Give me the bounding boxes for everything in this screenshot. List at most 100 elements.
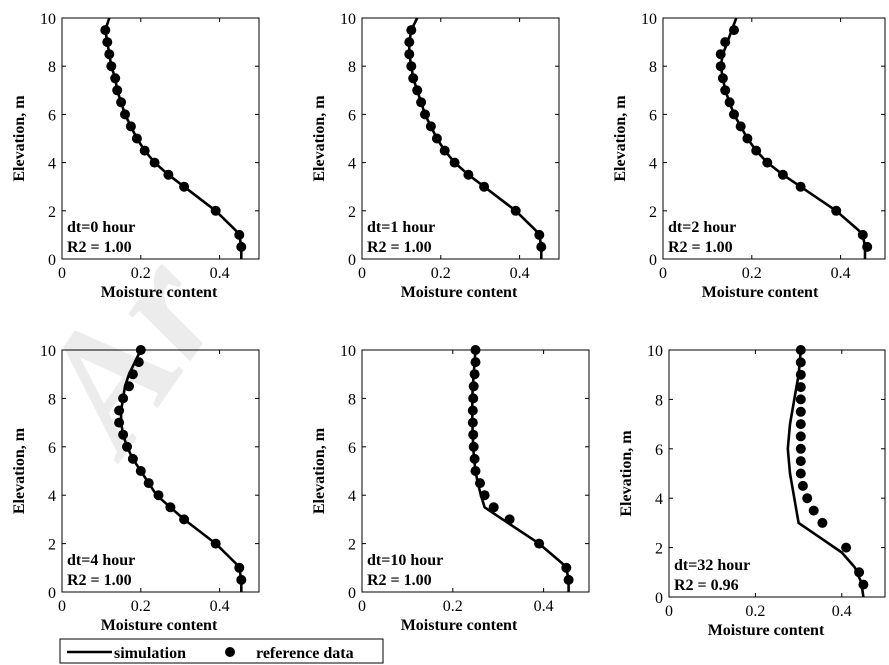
reference-data-point	[463, 169, 474, 180]
y-tick-label: 8	[48, 391, 56, 408]
reference-data-point	[165, 502, 176, 513]
reference-data-point	[100, 25, 111, 36]
reference-data-point	[802, 493, 813, 504]
reference-data-point	[561, 562, 572, 573]
reference-data-point	[114, 405, 125, 416]
time-annotation: dt=0 hour	[67, 219, 135, 236]
reference-data-point	[118, 393, 129, 404]
reference-data-point	[143, 478, 154, 489]
reference-data-point	[468, 429, 479, 440]
x-axis-label: Moisture content	[401, 284, 518, 301]
reference-data-point	[510, 205, 521, 216]
x-tick-label: 0.4	[832, 603, 852, 620]
y-tick-label: 0	[348, 252, 356, 269]
simulation-line	[471, 349, 570, 592]
reference-data-point	[534, 229, 545, 240]
reference-data-point	[470, 357, 481, 368]
time-annotation: dt=32 hour	[674, 557, 750, 574]
axes-frame	[662, 17, 886, 260]
reference-data-point	[742, 133, 753, 144]
axes-frame	[668, 349, 886, 598]
legend-box	[59, 638, 384, 664]
reference-data-point	[479, 490, 490, 501]
x-tick-label: 0.2	[443, 598, 463, 615]
x-tick-label: 0	[659, 265, 667, 282]
reference-data-point	[469, 453, 480, 464]
reference-data-point	[715, 49, 726, 60]
y-tick-label: 2	[348, 204, 356, 221]
reference-data-point	[795, 456, 806, 467]
reference-data-point	[118, 429, 129, 440]
reference-data-point	[862, 241, 873, 252]
y-tick-label: 10	[641, 11, 657, 28]
reference-data-point	[470, 466, 481, 476]
simulation-line	[719, 17, 867, 259]
reference-data-point	[841, 542, 852, 553]
reference-data-point	[858, 579, 869, 590]
reference-data-point	[795, 382, 806, 393]
r2-annotation: R2 = 0.96	[674, 577, 739, 594]
x-tick-label: 0.4	[831, 265, 851, 282]
reference-data-point	[449, 157, 460, 168]
legend-marker-sample	[225, 647, 235, 657]
x-tick-label: 0.2	[742, 265, 762, 282]
y-tick-label: 6	[348, 107, 356, 124]
y-tick-label: 2	[655, 541, 663, 558]
x-tick-label: 0	[58, 265, 66, 282]
reference-data-point	[127, 369, 138, 380]
reference-data-point	[729, 109, 739, 120]
reference-data-point	[104, 49, 115, 60]
reference-data-point	[717, 73, 728, 84]
r2-annotation: R2 = 1.00	[67, 239, 132, 256]
reference-data-point	[534, 538, 545, 549]
y-tick-label: 0	[649, 252, 657, 269]
x-tick-label: 0.2	[745, 603, 765, 620]
reference-data-point	[179, 181, 190, 192]
y-tick-label: 6	[48, 107, 56, 124]
reference-data-point	[125, 121, 136, 132]
reference-data-point	[468, 441, 479, 452]
y-tick-label: 4	[48, 156, 56, 173]
y-axis-label: Elevation, m	[618, 430, 635, 517]
axes-frame	[61, 349, 260, 593]
reference-data-point	[729, 25, 739, 36]
reference-data-point	[120, 109, 130, 120]
y-tick-label: 10	[647, 343, 663, 360]
x-tick-label: 0.2	[131, 265, 151, 282]
y-axis-label: Elevation, m	[11, 427, 28, 514]
y-tick-label: 8	[649, 59, 657, 76]
chart-panel-4: 0 0.2 0.4 0 2 4 6 8 10 Moisture content Elevation,…	[11, 343, 260, 634]
reference-data-point	[504, 514, 515, 525]
y-tick-label: 6	[649, 107, 657, 124]
reference-data-point	[431, 133, 442, 144]
reference-data-point	[536, 241, 547, 252]
y-tick-label: 4	[48, 488, 56, 505]
reference-data-point	[179, 514, 190, 525]
x-tick-label: 0.4	[534, 598, 554, 615]
y-tick-label: 6	[48, 440, 56, 457]
x-axis-label: Moisture content	[101, 617, 218, 634]
reference-data-point	[735, 121, 746, 132]
x-axis-label: Moisture content	[101, 284, 218, 301]
reference-data-point	[795, 419, 806, 430]
reference-data-point	[468, 393, 479, 404]
reference-data-point	[475, 478, 485, 489]
y-tick-label: 8	[48, 59, 56, 76]
y-axis-label: Elevation, m	[311, 427, 328, 514]
reference-data-point	[467, 417, 478, 428]
axes-frame	[361, 17, 560, 260]
y-tick-label: 2	[348, 537, 356, 554]
reference-data-point	[563, 574, 574, 585]
chart-panel-1: 0 0.2 0.4 0 2 4 6 8 10 Moisture content Elevation,…	[11, 11, 260, 301]
time-annotation: dt=2 hour	[668, 219, 736, 236]
x-axis-label: Moisture content	[401, 617, 518, 634]
reference-data-point	[724, 97, 735, 108]
reference-data-point	[404, 37, 415, 48]
reference-data-point	[234, 562, 245, 573]
reference-data-point	[210, 205, 221, 216]
reference-data-point	[795, 345, 806, 355]
x-axis-label: Moisture content	[708, 622, 825, 639]
y-tick-label: 0	[48, 252, 56, 269]
axes-frame	[61, 17, 260, 260]
y-tick-label: 0	[48, 585, 56, 602]
